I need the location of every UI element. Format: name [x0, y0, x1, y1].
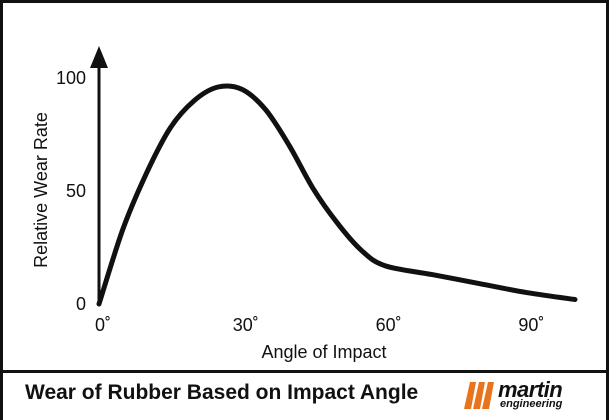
caption-title: Wear of Rubber Based on Impact Angle — [25, 381, 419, 404]
wear-rate-chart: 0 50 100 0˚ 30˚ 60˚ 90˚ Relative Wear Rate Ang… — [31, 46, 578, 362]
x-tick-label: 90˚ — [518, 315, 544, 335]
y-tick-label: 100 — [56, 68, 86, 88]
axes — [90, 46, 108, 304]
wear-rate-curve — [96, 83, 578, 307]
x-tick-label: 60˚ — [376, 315, 402, 335]
y-axis-arrow-icon — [90, 46, 108, 68]
martin-engineering-logo: martin engineering — [460, 377, 600, 413]
tick-labels: 0 50 100 0˚ 30˚ 60˚ 90˚ — [56, 68, 544, 335]
x-tick-label: 0˚ — [95, 315, 111, 335]
caption-bar: Wear of Rubber Based on Impact Angle mar… — [3, 370, 606, 420]
x-tick-label: 30˚ — [233, 315, 259, 335]
series-group — [96, 83, 578, 307]
logo-mark-icon — [464, 382, 494, 409]
y-axis-label: Relative Wear Rate — [31, 112, 51, 268]
y-tick-label: 50 — [66, 181, 86, 201]
x-axis-label: Angle of Impact — [261, 342, 386, 362]
y-tick-label: 0 — [76, 294, 86, 314]
logo-subtext: engineering — [500, 398, 563, 410]
logo-wordmark: martin — [498, 377, 563, 402]
